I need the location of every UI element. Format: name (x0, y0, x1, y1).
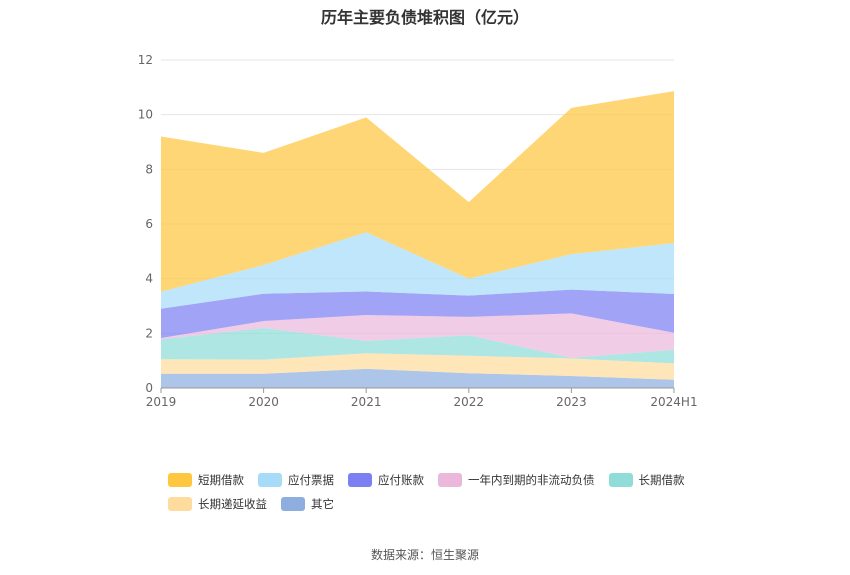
chart-plot-area: 0 2 4 6 8 10 12 2019 2020 2021 2022 2023 2024H1 (138, 53, 698, 409)
x-tick-label: 2022 (454, 395, 485, 409)
legend-label: 长期递延收益 (198, 497, 267, 511)
legend-swatch (258, 473, 282, 487)
x-tick-label: 2020 (248, 395, 279, 409)
x-tick-label: 2024H1 (650, 395, 697, 409)
legend: 短期借款 应付票据 应付账款 一年内到期的非流动负债 长期借款长期递延收益 其它 (168, 472, 728, 512)
area-series-一年内到期的非流动负债[interactable] (161, 313, 674, 358)
data-source: 数据来源：恒生聚源 (370, 548, 479, 562)
legend-swatch (281, 497, 305, 511)
axes: 0 2 4 6 8 10 12 2019 2020 2021 2022 2023 2024H1 (138, 53, 698, 409)
y-tick-label: 12 (138, 53, 153, 67)
legend-item[interactable]: 应付票据 (258, 472, 334, 488)
x-tick-label: 2019 (146, 395, 177, 409)
legend-label: 一年内到期的非流动负债 (468, 473, 595, 487)
legend-label: 应付票据 (288, 473, 334, 487)
y-tick-label: 8 (145, 162, 153, 176)
area-series-其它[interactable] (161, 368, 674, 388)
legend-label: 长期借款 (638, 473, 685, 487)
area-series (161, 91, 674, 388)
area-series-短期借款[interactable] (161, 91, 674, 292)
legend-swatch (438, 473, 462, 487)
legend-label: 应付账款 (378, 473, 424, 487)
legend-item[interactable]: 长期递延收益 (168, 496, 267, 512)
x-tick-label: 2021 (351, 395, 382, 409)
legend-swatch (168, 497, 192, 511)
legend-swatch (348, 473, 372, 487)
y-tick-label: 2 (145, 326, 153, 340)
y-tick-label: 10 (138, 108, 153, 122)
area-series-应付账款[interactable] (161, 289, 674, 338)
x-tick-label: 2023 (556, 395, 587, 409)
legend-item[interactable]: 一年内到期的非流动负债 (438, 472, 595, 488)
legend-item[interactable]: 长期借款 (608, 472, 685, 488)
legend-item[interactable]: 短期借款 (168, 472, 244, 488)
y-tick-label: 0 (145, 381, 153, 395)
y-tick-label: 4 (145, 272, 153, 286)
area-series-应付票据[interactable] (161, 232, 674, 309)
legend-label: 短期借款 (198, 473, 244, 487)
legend-item[interactable]: 应付账款 (348, 472, 424, 488)
legend-label: 其它 (311, 497, 334, 511)
legend-swatch (168, 473, 192, 487)
area-series-长期递延收益[interactable] (161, 353, 674, 380)
legend-swatch (608, 473, 633, 487)
area-series-长期借款[interactable] (161, 327, 674, 364)
y-tick-label: 6 (145, 217, 153, 231)
chart-title: 历年主要负债堆积图（亿元） (320, 8, 529, 27)
legend-item[interactable]: 其它 (281, 496, 334, 512)
